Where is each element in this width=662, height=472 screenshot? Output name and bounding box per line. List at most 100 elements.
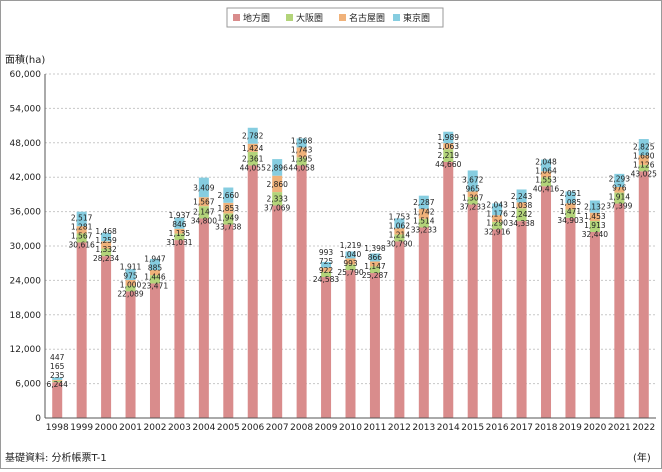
bar-segment [52, 379, 63, 381]
bar-segment [223, 202, 234, 214]
bar-segment [296, 157, 307, 166]
data-label: 2,243 [511, 192, 533, 201]
legend-label: 名古屋圏 [349, 12, 385, 24]
data-label: 235 [50, 371, 65, 380]
data-label: 2,517 [71, 213, 93, 222]
bar-segment [247, 165, 258, 418]
bar-segment [614, 192, 625, 204]
legend-swatch [233, 14, 240, 21]
x-tick-label: 2012 [388, 423, 411, 433]
data-label: 2,147 [193, 207, 215, 216]
data-label: 2,287 [413, 198, 435, 207]
x-tick-label: 2010 [339, 423, 362, 433]
data-label: 965 [466, 185, 481, 194]
bar-segment [614, 173, 625, 188]
data-label: 1,040 [340, 250, 362, 259]
bar-segment [247, 127, 258, 144]
bar-segment [223, 224, 234, 418]
data-label: 1,468 [95, 227, 117, 236]
data-label: 28,234 [93, 254, 119, 263]
data-label: 34,903 [557, 216, 583, 225]
bar-segment [443, 143, 454, 150]
data-label: 2,825 [633, 142, 655, 151]
data-label: 1,567 [193, 198, 215, 207]
bar-segment [52, 380, 63, 383]
x-tick-label: 2008 [290, 423, 313, 433]
data-label: 1,281 [71, 222, 93, 231]
data-label: 2,333 [266, 194, 288, 203]
x-tick-label: 2017 [510, 423, 533, 433]
bar-segment [492, 229, 503, 418]
bar-segment [174, 217, 185, 229]
bar-segment [296, 147, 307, 158]
bar-segment [272, 159, 283, 176]
bar-segment [443, 131, 454, 144]
bar-segment [125, 291, 136, 418]
bar-segment [101, 232, 112, 242]
bar-segment [614, 203, 625, 418]
data-label: 2,132 [584, 203, 606, 212]
data-label: 32,440 [582, 230, 608, 239]
data-label: 1,567 [71, 231, 93, 240]
bar-segment [516, 202, 527, 209]
bar-segment [125, 269, 136, 281]
bar-segment [638, 139, 649, 156]
data-label: 40,416 [533, 184, 559, 193]
x-tick-label: 2000 [95, 423, 118, 433]
data-label: 1,913 [584, 221, 606, 230]
data-label: 1,471 [560, 207, 582, 216]
data-label: 1,568 [291, 136, 313, 145]
x-tick-label: 2007 [266, 423, 289, 433]
data-label: 1,453 [584, 212, 606, 221]
data-label: 37,233 [460, 203, 486, 212]
data-label: 2,219 [438, 151, 460, 160]
data-label: 24,583 [313, 275, 339, 284]
data-label: 37,399 [606, 202, 632, 211]
data-label: 34,338 [508, 219, 534, 228]
data-label: 2,051 [560, 189, 582, 198]
data-label: 2,860 [266, 180, 288, 189]
y-tick-label: 6,000 [15, 380, 41, 390]
bar-segment [589, 232, 600, 418]
data-label: 2,896 [266, 163, 288, 172]
x-tick-label: 2002 [144, 423, 167, 433]
bar-segment [247, 151, 258, 166]
bar-segment [541, 171, 552, 178]
bar-segment [76, 242, 87, 418]
x-tick-label: 2003 [168, 423, 191, 433]
bar-segment [321, 277, 332, 418]
bar-segment [198, 206, 209, 219]
bar-segment [198, 218, 209, 418]
data-label: 43,025 [631, 169, 657, 178]
data-label: 866 [368, 253, 383, 262]
bar-segment [418, 195, 429, 209]
bar-segment [541, 186, 552, 418]
bar-segment [223, 213, 234, 225]
x-tick-label: 2004 [192, 423, 215, 433]
bar-segment [174, 240, 185, 418]
data-label: 1,947 [144, 254, 166, 263]
bar-segment [541, 159, 552, 172]
bar-segment [492, 221, 503, 230]
data-label: 44,660 [435, 160, 461, 169]
x-tick-label: 1999 [70, 423, 93, 433]
bar-segment [638, 164, 649, 172]
data-label: 1,135 [169, 229, 191, 238]
bar-segment [174, 228, 185, 234]
bar-segment [541, 177, 552, 187]
x-tick-label: 2015 [461, 423, 484, 433]
bar-segment [516, 189, 527, 203]
data-label: 447 [50, 353, 65, 362]
legend-swatch [393, 14, 400, 21]
bar-segment [565, 217, 576, 418]
legend-label: 地方圏 [243, 12, 270, 24]
bar-segment [516, 221, 527, 418]
bar-segment [394, 228, 405, 235]
x-tick-label: 2020 [583, 423, 606, 433]
data-label: 1,395 [291, 154, 313, 163]
data-label: 3,672 [462, 176, 484, 185]
bar-segment [369, 266, 380, 274]
data-label: 1,553 [535, 175, 557, 184]
bar-segment [247, 143, 258, 152]
